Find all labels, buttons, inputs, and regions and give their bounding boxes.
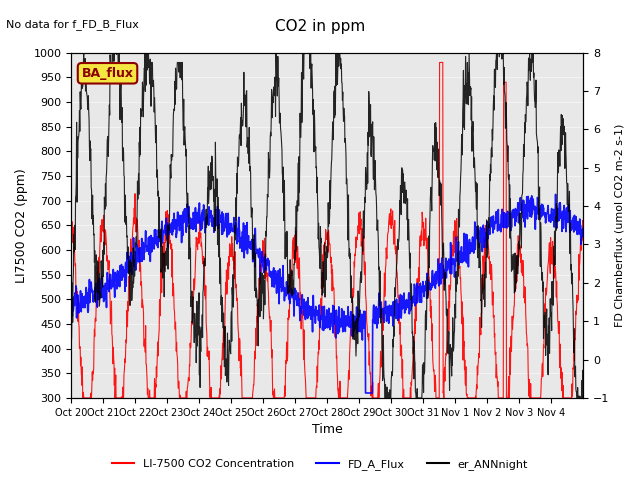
X-axis label: Time: Time	[312, 423, 342, 436]
Y-axis label: LI7500 CO2 (ppm): LI7500 CO2 (ppm)	[15, 168, 28, 283]
Legend: LI-7500 CO2 Concentration, FD_A_Flux, er_ANNnight: LI-7500 CO2 Concentration, FD_A_Flux, er…	[108, 455, 532, 474]
Text: No data for f_FD_B_Flux: No data for f_FD_B_Flux	[6, 19, 140, 30]
Text: CO2 in ppm: CO2 in ppm	[275, 19, 365, 34]
Text: BA_flux: BA_flux	[81, 67, 134, 80]
Y-axis label: FD Chamberflux (umol CO2 m-2 s-1): FD Chamberflux (umol CO2 m-2 s-1)	[615, 123, 625, 327]
